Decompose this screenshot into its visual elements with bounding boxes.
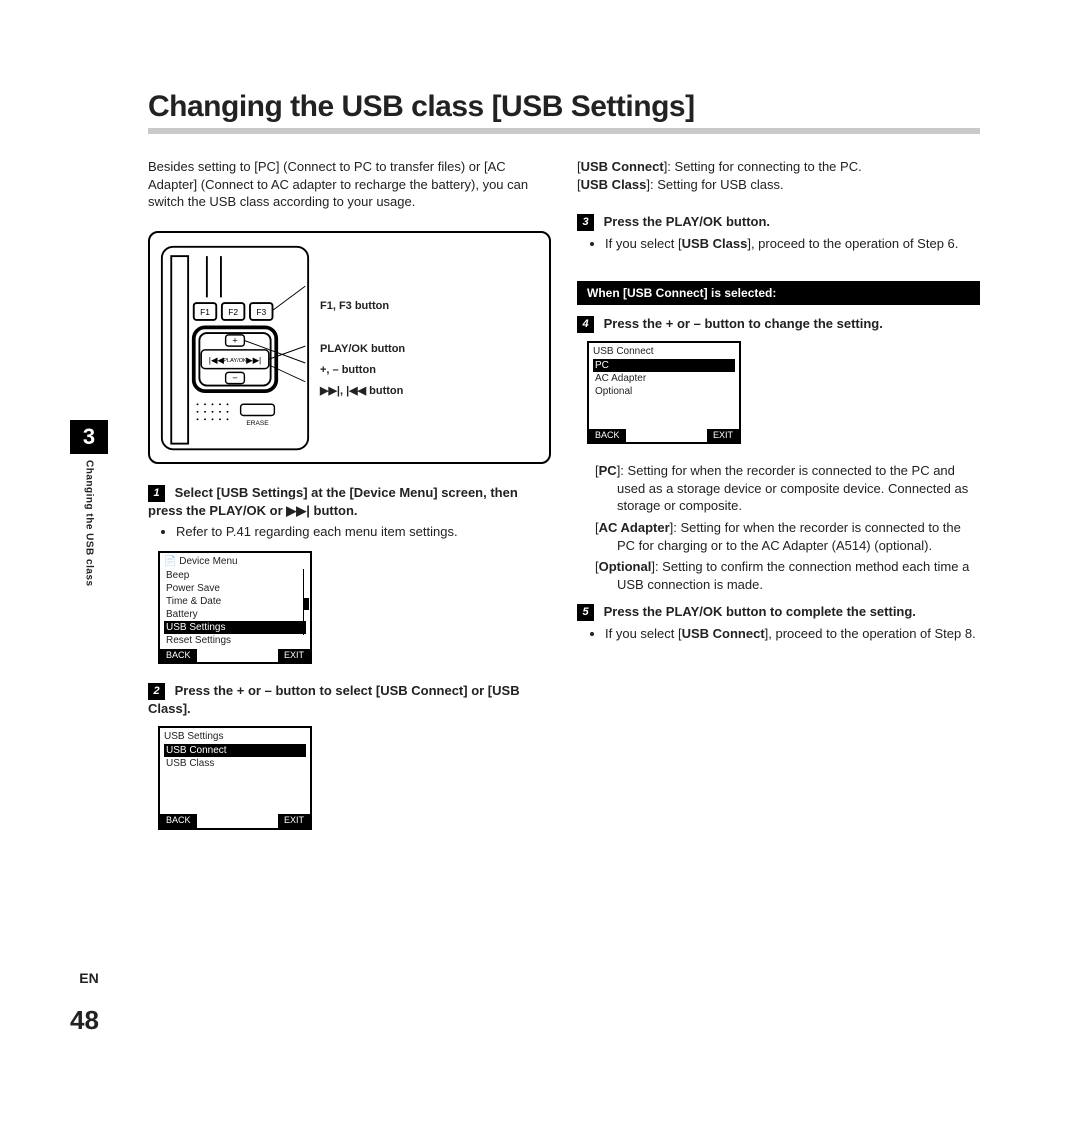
svg-text:PLAY/OK: PLAY/OK xyxy=(223,358,247,364)
step-3-bullet: If you select [USB Class], proceed to th… xyxy=(605,235,980,253)
device-label-skip: ▶▶|, |◀◀ button xyxy=(320,381,405,402)
svg-text:|◀◀: |◀◀ xyxy=(209,355,225,365)
step-4: 4 Press the + or – button to change the … xyxy=(577,315,980,333)
step-2: 2 Press the + or – button to select [USB… xyxy=(148,682,551,718)
recorder-svg: F1 F2 F3 + − xyxy=(160,243,310,453)
right-column: [USB Connect]: Setting for connecting to… xyxy=(577,158,980,848)
lcd-usb-settings: USB Settings USB Connect USB Class BACK … xyxy=(158,726,312,830)
step-1: 1 Select [USB Settings] at the [Device M… xyxy=(148,484,551,541)
def-ac: [AC Adapter]: Setting for when the recor… xyxy=(595,519,980,554)
lcd2-foot-back: BACK xyxy=(160,814,197,828)
page-number: 48 xyxy=(70,1005,99,1036)
step-2-badge: 2 xyxy=(148,683,165,700)
device-illustration: F1 F2 F3 + − xyxy=(148,231,551,464)
svg-text:−: − xyxy=(232,372,238,382)
side-tab: 3 Changing the USB class xyxy=(70,420,108,587)
step-1-bullet: Refer to P.41 regarding each menu item s… xyxy=(176,523,551,541)
lcd2-item-selected: USB Connect xyxy=(164,744,306,757)
left-column: Besides setting to [PC] (Connect to PC t… xyxy=(148,158,551,848)
svg-text:F3: F3 xyxy=(256,307,266,317)
step-1-heading: Select [USB Settings] at the [Device Men… xyxy=(148,485,518,518)
lcd1-item: Reset Settings xyxy=(164,634,306,647)
lcd-device-menu: 📄 Device Menu Beep Power Save Time & Dat… xyxy=(158,551,312,665)
step-5-badge: 5 xyxy=(577,604,594,621)
when-usb-connect-bar: When [USB Connect] is selected: xyxy=(577,281,980,305)
page-title: Changing the USB class [USB Settings] xyxy=(70,90,980,124)
setting-definitions: [PC]: Setting for when the recorder is c… xyxy=(595,462,980,593)
lcd1-foot-back: BACK xyxy=(160,649,197,663)
def-optional: [Optional]: Setting to confirm the conne… xyxy=(595,558,980,593)
lcd3-item: AC Adapter xyxy=(593,372,735,385)
step-1-badge: 1 xyxy=(148,485,165,502)
device-label-f1f3: F1, F3 button xyxy=(320,296,405,317)
title-underline xyxy=(148,128,980,134)
svg-text:ERASE: ERASE xyxy=(246,420,269,427)
right-top-lines: [USB Connect]: Setting for connecting to… xyxy=(577,158,980,193)
step-2-heading: Press the + or – button to select [USB C… xyxy=(148,683,520,716)
lcd1-item: Battery xyxy=(164,608,306,621)
svg-text:F1: F1 xyxy=(200,307,210,317)
lcd3-foot-back: BACK xyxy=(589,429,626,443)
lcd3-item: Optional xyxy=(593,385,735,398)
lcd1-title: 📄 Device Menu xyxy=(160,553,310,569)
lcd-usb-connect: USB Connect PC AC Adapter Optional BACK … xyxy=(587,341,741,445)
device-label-playok: PLAY/OK button xyxy=(320,339,405,360)
lcd1-item: Beep xyxy=(164,569,306,582)
device-label-plusminus: +, – button xyxy=(320,360,405,381)
step-3-heading: Press the PLAY/OK button. xyxy=(604,214,770,229)
lcd2-item: USB Class xyxy=(164,757,306,770)
step-5-heading: Press the PLAY/OK button to complete the… xyxy=(604,604,916,619)
lcd2-foot-exit: EXIT xyxy=(278,814,310,828)
lcd1-scrollbar xyxy=(303,569,309,635)
lcd3-title: USB Connect xyxy=(589,343,739,359)
chapter-number-badge: 3 xyxy=(70,420,108,454)
svg-text:F2: F2 xyxy=(228,307,238,317)
step-5: 5 Press the PLAY/OK button to complete t… xyxy=(577,603,980,643)
lcd3-item-selected: PC xyxy=(593,359,735,372)
step-5-bullet: If you select [USB Connect], proceed to … xyxy=(605,625,980,643)
svg-text:▶▶|: ▶▶| xyxy=(246,355,261,365)
step-3: 3 Press the PLAY/OK button. If you selec… xyxy=(577,213,980,253)
lcd1-foot-exit: EXIT xyxy=(278,649,310,663)
def-pc: [PC]: Setting for when the recorder is c… xyxy=(595,462,980,515)
lcd1-item: Power Save xyxy=(164,582,306,595)
lcd1-item: Time & Date xyxy=(164,595,306,608)
lcd2-title: USB Settings xyxy=(160,728,310,744)
language-badge: EN xyxy=(70,970,108,986)
step-4-badge: 4 xyxy=(577,316,594,333)
lcd3-foot-exit: EXIT xyxy=(707,429,739,443)
intro-paragraph: Besides setting to [PC] (Connect to PC t… xyxy=(148,158,551,211)
step-4-heading: Press the + or – button to change the se… xyxy=(604,316,883,331)
chapter-side-text: Changing the USB class xyxy=(84,460,95,587)
lcd1-item-selected: USB Settings xyxy=(164,621,306,634)
step-3-badge: 3 xyxy=(577,214,594,231)
svg-text:+: + xyxy=(232,335,237,345)
